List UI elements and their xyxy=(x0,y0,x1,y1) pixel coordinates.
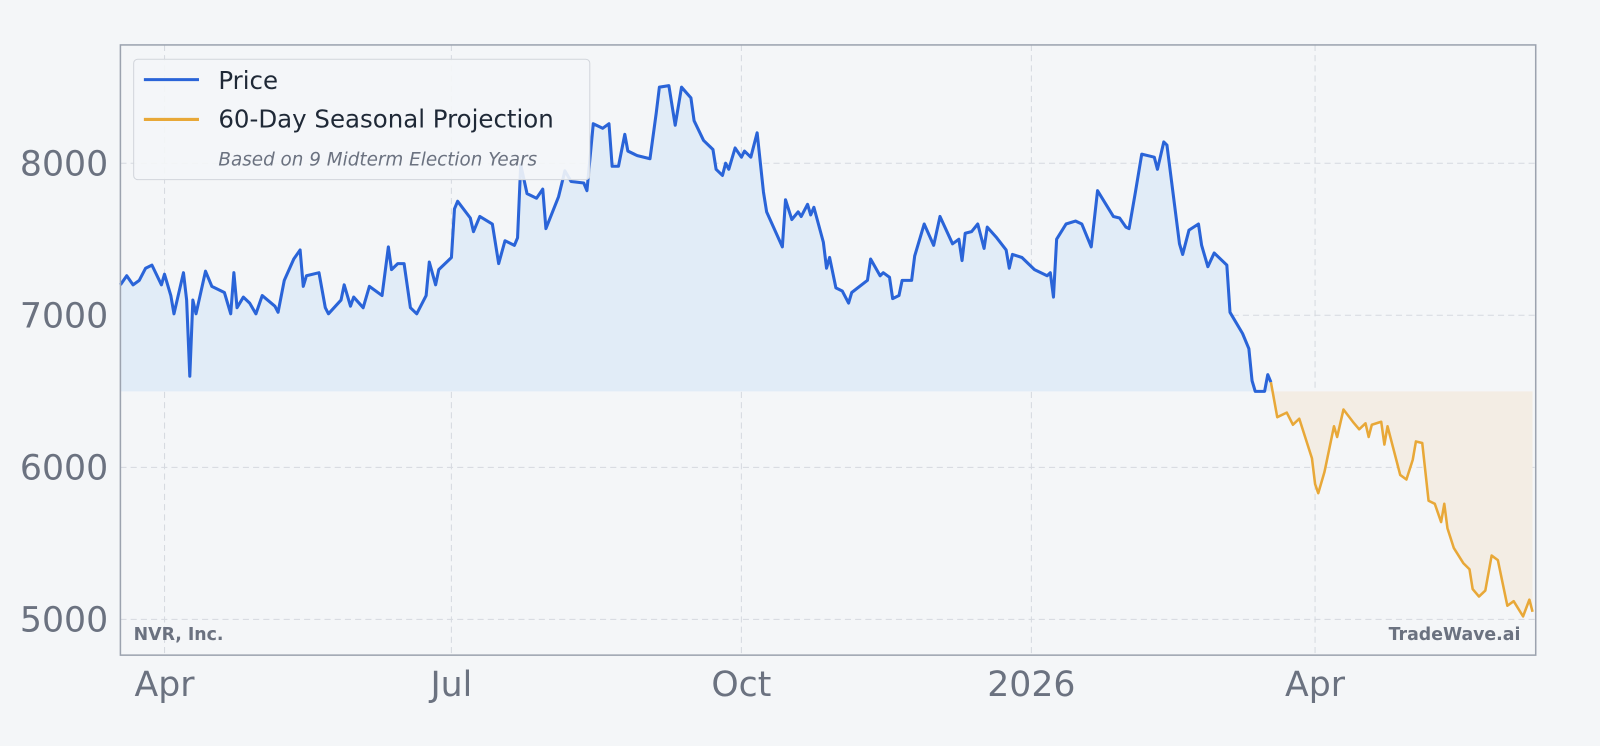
watermark: TradeWave.ai xyxy=(1389,625,1521,645)
legend-label: 60-Day Seasonal Projection xyxy=(218,105,553,134)
series-line xyxy=(1269,381,1534,618)
legend: Price 60-Day Seasonal Projection Based o… xyxy=(133,58,591,181)
series-line xyxy=(119,84,1273,393)
y-tick-label: 8000 xyxy=(20,144,108,184)
area-fill xyxy=(1270,382,1533,617)
legend-subtitle: Based on 9 Midterm Election Years xyxy=(218,149,537,170)
area-fill xyxy=(120,85,1271,392)
lines xyxy=(119,84,1534,618)
y-tick-label: 5000 xyxy=(20,601,108,641)
y-tick-label: 7000 xyxy=(20,297,108,337)
x-tick-label: Jul xyxy=(428,665,472,705)
watermark: NVR, Inc. xyxy=(134,625,224,645)
y-tick-label: 6000 xyxy=(20,449,108,489)
legend-box xyxy=(133,58,591,181)
plot-frame xyxy=(119,44,1537,656)
x-tick-label: Apr xyxy=(1285,665,1346,705)
x-tick-label: Oct xyxy=(711,665,771,705)
fills xyxy=(120,85,1533,617)
x-tick-label: Apr xyxy=(135,665,196,705)
legend-label: Price xyxy=(218,66,278,95)
x-tick-label: 2026 xyxy=(987,665,1075,705)
